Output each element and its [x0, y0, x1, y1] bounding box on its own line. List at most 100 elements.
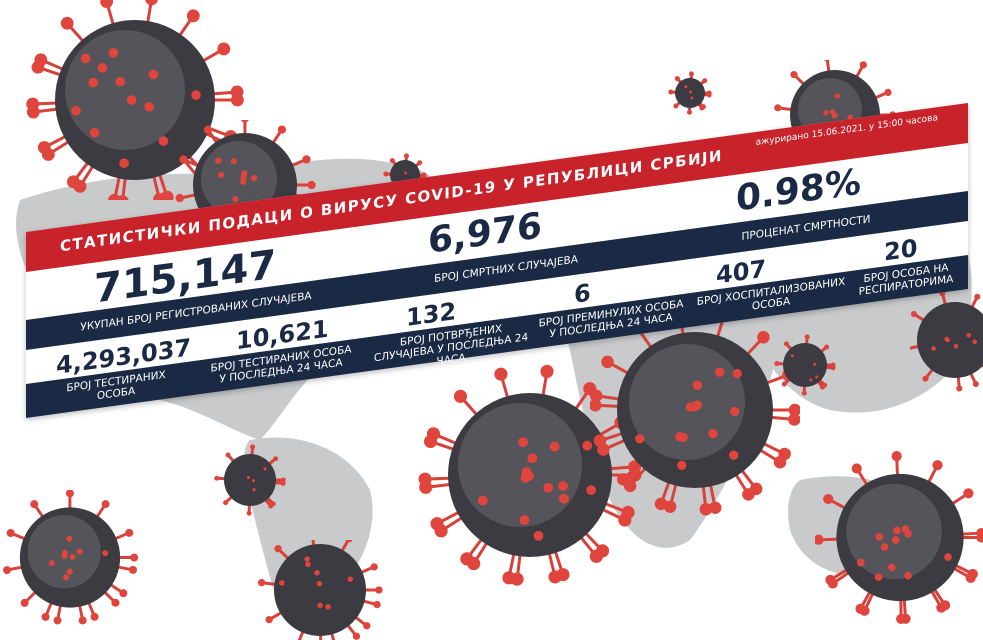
- virus-surface-dot: [875, 533, 883, 541]
- virus-spike-head: [884, 89, 891, 96]
- virus-spike-head: [281, 481, 286, 486]
- virus-spike-head: [702, 78, 707, 83]
- virus-spike-head: [689, 71, 694, 76]
- virus-spike-head: [820, 385, 825, 390]
- virus-spike-head: [125, 529, 133, 537]
- virus-surface-dot: [144, 102, 154, 112]
- virus-spike-head: [940, 600, 950, 610]
- virus-surface-dot: [63, 574, 69, 580]
- virus-spike-head: [61, 17, 74, 30]
- virus-spike-head: [278, 125, 286, 133]
- virus-surface-dot: [809, 378, 812, 381]
- virus-spike-head: [815, 535, 824, 545]
- virus-spike-head: [204, 126, 212, 134]
- virus-surface-dot: [62, 553, 68, 559]
- virus-spike-head: [788, 413, 800, 425]
- virus-surface-dot: [835, 93, 840, 98]
- virus-spike-head: [226, 452, 231, 457]
- virus-surface-dot: [98, 63, 108, 73]
- virus-spike-head: [241, 120, 249, 123]
- virus-surface-dot: [518, 437, 528, 447]
- virus-spike-head: [111, 599, 119, 607]
- virus-surface-dot: [70, 554, 76, 560]
- virus-spike-head: [187, 9, 200, 22]
- virus-spike-head: [3, 566, 11, 574]
- virus-spike-head: [66, 490, 74, 497]
- virus-spike-head: [922, 376, 928, 382]
- virus-surface-dot: [708, 429, 717, 438]
- virus-icon: [665, 68, 715, 118]
- virus-spike-head: [956, 385, 962, 391]
- virus-icon: [250, 540, 390, 640]
- virus-icon: [0, 490, 140, 625]
- virus-surface-dot: [904, 530, 912, 538]
- virus-surface-dot: [127, 95, 137, 105]
- virus-surface-dot: [954, 344, 959, 349]
- virus-spike-head: [247, 511, 252, 516]
- virus-surface-dot: [521, 467, 531, 477]
- virus-spike-head: [687, 110, 692, 115]
- virus-spike-head: [892, 451, 902, 461]
- virus-surface-dot: [102, 550, 108, 556]
- virus-spike-head: [79, 616, 87, 624]
- virus-spike-head: [974, 294, 980, 300]
- virus-spike-head: [74, 180, 87, 193]
- virus-spike-head: [617, 473, 629, 485]
- virus-spike-head: [102, 500, 110, 508]
- virus-surface-dot: [972, 340, 977, 345]
- virus-surface-dot: [931, 346, 936, 351]
- virus-spike-head: [100, 0, 113, 8]
- virus-surface-dot: [875, 573, 883, 581]
- virus-spike-head: [419, 481, 432, 494]
- virus-surface-dot: [77, 549, 83, 555]
- virus-spike-head: [353, 633, 360, 640]
- virus-surface-dot: [314, 570, 320, 576]
- virus-spike-head: [900, 614, 910, 624]
- virus-spike-head: [774, 361, 779, 366]
- virus-spike-head: [307, 181, 315, 189]
- virus-surface-dot: [715, 368, 724, 377]
- virus-spike-head: [435, 524, 448, 537]
- virus-surface-dot: [252, 479, 255, 482]
- virus-spike-head: [268, 504, 273, 509]
- virus-spike-head: [932, 460, 942, 470]
- virus-spike-head: [774, 104, 781, 111]
- virus-spike-head: [823, 60, 830, 62]
- virus-spike-head: [973, 381, 979, 387]
- virus-spike-head: [968, 569, 978, 579]
- virus-surface-dot: [813, 363, 816, 366]
- virus-surface-dot: [231, 158, 237, 164]
- virus-spike-head: [757, 331, 769, 343]
- deceased-24h-value: 6: [574, 279, 591, 309]
- virus-surface-dot: [527, 453, 537, 463]
- virus-surface-dot: [689, 91, 692, 94]
- virus-spike-head: [963, 488, 973, 498]
- virus-surface-dot: [247, 476, 250, 479]
- virus-surface-dot: [543, 483, 553, 493]
- virus-surface-dot: [304, 556, 310, 562]
- virus-spike-head: [373, 601, 380, 608]
- virus-spike-head: [32, 61, 45, 74]
- virus-spike-head: [7, 529, 15, 537]
- virus-spike-head: [668, 90, 673, 95]
- virus-spike-head: [911, 311, 917, 317]
- virus-surface-dot: [558, 481, 568, 491]
- virus-spike-head: [145, 0, 158, 5]
- virus-surface-dot: [823, 110, 828, 115]
- virus-surface-dot: [791, 354, 794, 357]
- virus-surface-dot: [888, 564, 896, 572]
- virus-icon: [210, 440, 290, 520]
- virus-surface-dot: [109, 48, 119, 58]
- virus-spike-head: [27, 106, 40, 119]
- virus-spike-head: [860, 61, 867, 68]
- virus-surface-dot: [893, 527, 901, 535]
- virus-surface-dot: [66, 536, 72, 542]
- virus-surface-dot: [967, 333, 972, 338]
- virus-spike-head: [540, 365, 553, 378]
- virus-spike-head: [30, 500, 38, 508]
- virus-spike-head: [383, 172, 388, 177]
- virus-surface-dot: [279, 580, 285, 586]
- virus-surface-dot: [944, 553, 952, 561]
- virus-surface-dot: [90, 128, 100, 138]
- virus-spike-head: [129, 566, 137, 574]
